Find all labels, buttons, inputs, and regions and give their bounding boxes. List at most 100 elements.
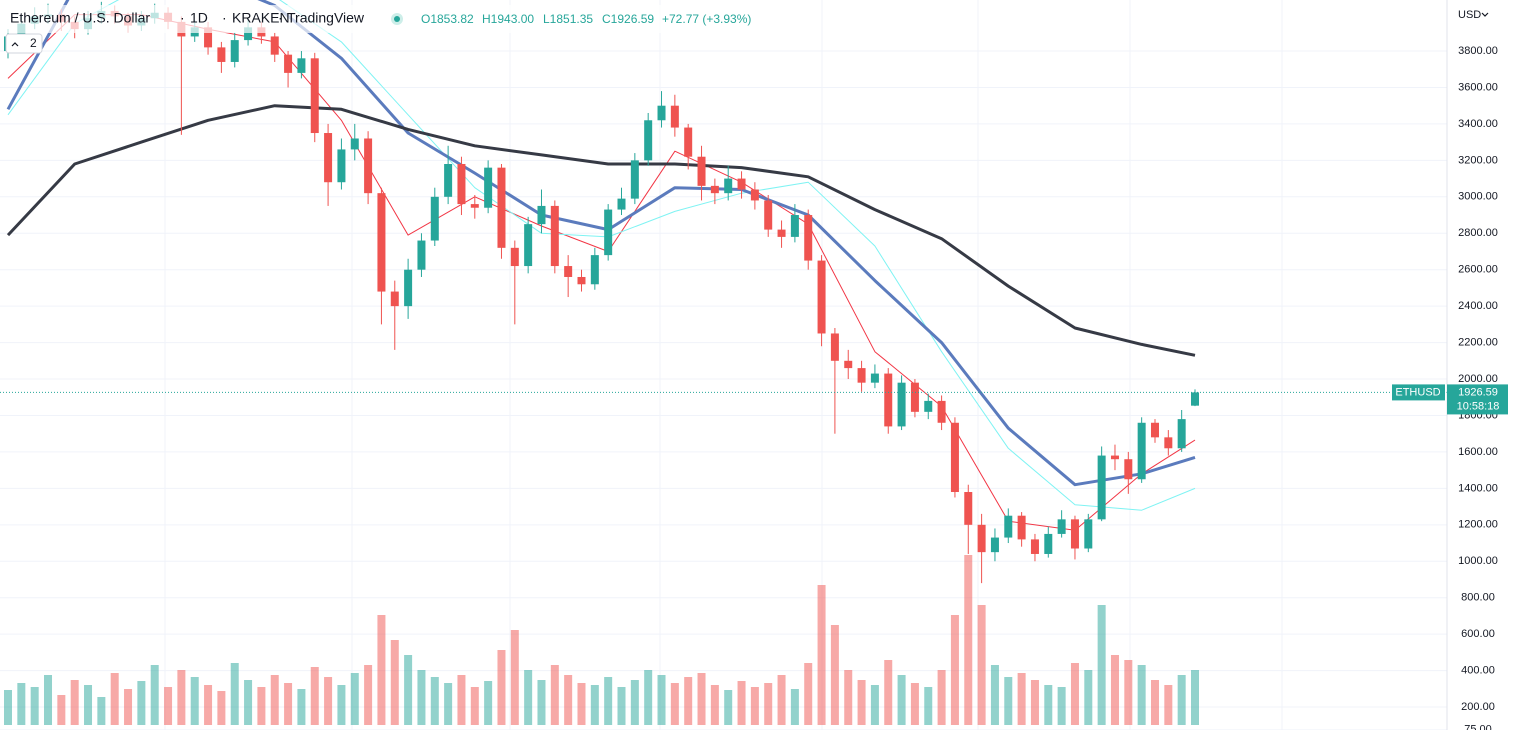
candle-body <box>1030 539 1039 554</box>
candle-body <box>324 133 333 183</box>
volume-bar <box>97 697 106 725</box>
volume-bar <box>457 675 466 725</box>
volume-bar <box>1017 673 1026 725</box>
volume-bar <box>1084 670 1093 725</box>
volume-bar <box>697 673 706 725</box>
candle-body <box>857 368 866 383</box>
volume-bar <box>644 670 653 725</box>
change-label: +72.77 (+3.93%) <box>662 12 751 26</box>
candle-body <box>617 198 626 210</box>
candle-body <box>510 247 519 267</box>
candle-body <box>204 27 213 48</box>
candle-body <box>1017 515 1026 540</box>
volume-bar <box>110 673 119 725</box>
status-dot <box>394 16 400 22</box>
candle-body <box>630 160 639 199</box>
candle-body <box>844 360 853 369</box>
y-tick-label: 1600.00 <box>1458 446 1498 458</box>
candle-body <box>964 492 973 525</box>
volume-bar <box>150 665 159 725</box>
volume-bar <box>617 687 626 725</box>
y-tick-label: 3200.00 <box>1458 154 1498 166</box>
y-tick-label: 1200.00 <box>1458 519 1498 531</box>
candle-body <box>430 196 439 241</box>
moving-average <box>6 0 1196 487</box>
y-tick-label: 3400.00 <box>1458 118 1498 130</box>
candle-body <box>670 105 679 128</box>
volume-bar <box>164 687 173 725</box>
candle-body <box>404 269 413 307</box>
volume-bar <box>604 677 613 725</box>
candle-body <box>364 138 373 194</box>
open-label: O1853.82 <box>421 12 474 26</box>
candle-body <box>830 333 839 361</box>
volume-bar <box>630 680 639 725</box>
candle-body <box>457 164 466 205</box>
currency-label[interactable]: USD <box>1458 9 1481 21</box>
volume-bar <box>1097 605 1106 725</box>
candle-body <box>1191 392 1199 406</box>
candle-body <box>310 58 319 134</box>
exchange: KRAKEN <box>232 10 290 26</box>
candle-body <box>990 537 999 553</box>
volume-bar <box>377 615 386 725</box>
candle-body <box>737 178 746 190</box>
volume-bar <box>364 665 373 725</box>
candle-body <box>710 185 719 194</box>
source: TradingView <box>287 10 365 26</box>
close-label: C1926.59 <box>602 12 654 26</box>
volume-bar <box>57 695 66 725</box>
candle-body <box>644 120 653 161</box>
candle-body <box>244 27 253 41</box>
price-tag-value: 1926.59 <box>1458 386 1498 398</box>
volume-bar <box>1030 680 1039 725</box>
volume-bar <box>750 687 759 725</box>
volume-bar <box>190 677 199 725</box>
candle-body <box>337 149 346 183</box>
volume-bar <box>910 683 919 725</box>
volume-bar <box>497 650 506 725</box>
candle-body <box>1110 455 1119 460</box>
volume-bar <box>177 670 186 725</box>
plot <box>0 0 1447 725</box>
candle-body <box>697 156 706 186</box>
y-tick-label: 2400.00 <box>1458 300 1498 312</box>
volume-bar <box>44 675 53 725</box>
candle-body <box>684 127 693 157</box>
volume-bar <box>1164 685 1173 725</box>
volume-bar <box>1057 687 1066 725</box>
candle-body <box>897 382 906 427</box>
symbol-tag <box>1392 384 1445 401</box>
candle-body <box>1070 519 1079 549</box>
grid <box>0 50 1447 730</box>
candle-body <box>910 382 919 412</box>
candle-body <box>764 200 773 230</box>
price-tag-box <box>1447 384 1508 415</box>
volume-bar <box>124 689 133 725</box>
candle-body <box>1150 422 1159 438</box>
volume-bar <box>230 663 239 725</box>
candle-body <box>417 240 426 270</box>
volume-bar <box>310 667 319 725</box>
candle-body <box>924 400 933 412</box>
volume-bar <box>470 687 479 725</box>
candle-body <box>230 40 239 62</box>
symbol-title: Ethereum / U.S. Dollar <box>10 10 150 26</box>
indicator-count[interactable]: 2 <box>30 36 37 50</box>
y-tick-label: 3000.00 <box>1458 191 1498 203</box>
volume-bar <box>764 683 773 725</box>
y-tick-label: 800.00 <box>1461 592 1495 604</box>
volume-bar <box>804 663 813 725</box>
candle-body <box>937 400 946 423</box>
candle-body <box>604 209 613 256</box>
volume-bar <box>1137 665 1146 725</box>
indicator-toggle[interactable] <box>5 33 43 54</box>
candle-body <box>1004 515 1013 538</box>
volume-bar <box>870 685 879 725</box>
volume-bar <box>550 665 559 725</box>
volume-bar <box>790 689 799 725</box>
moving-average <box>7 14 1196 531</box>
y-tick-label: 3600.00 <box>1458 81 1498 93</box>
volume-bar <box>977 605 986 725</box>
